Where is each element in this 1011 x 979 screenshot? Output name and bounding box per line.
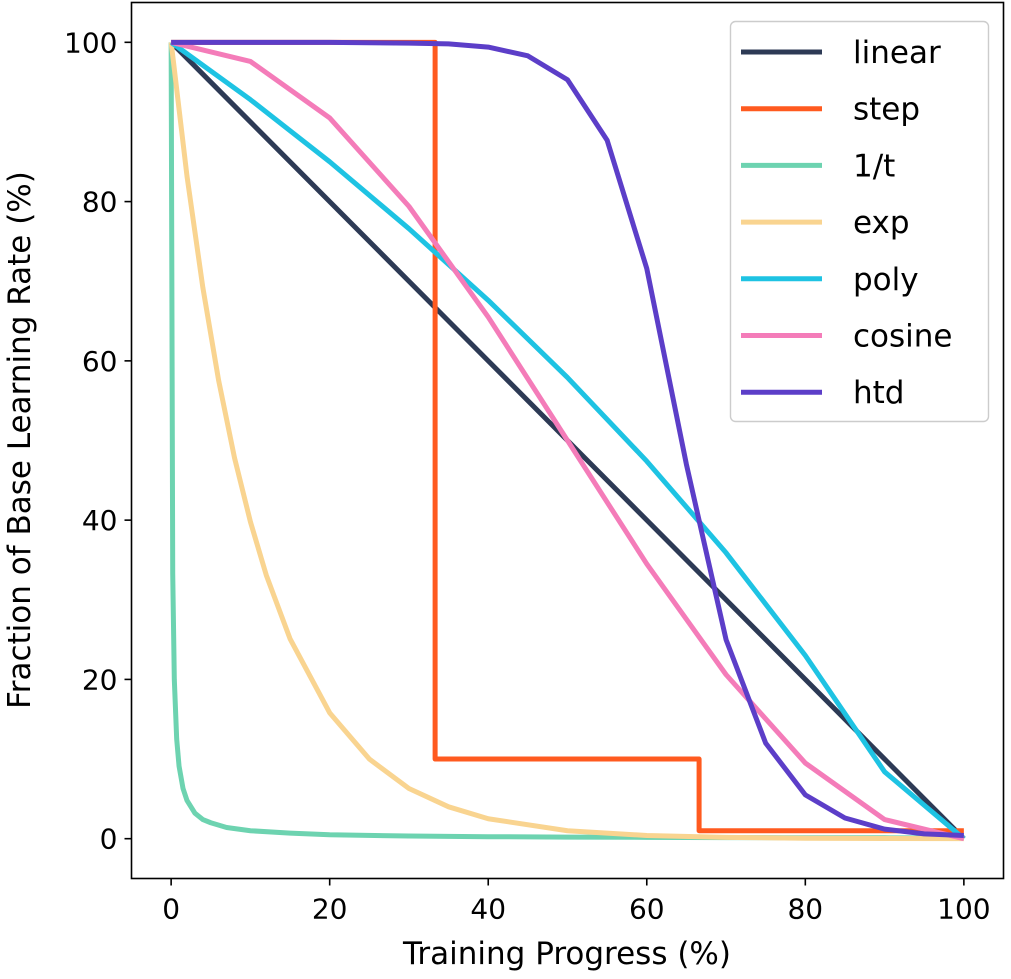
series-line-poly	[169, 40, 966, 841]
y-tick-label: 60	[82, 345, 118, 378]
x-tick-label: 20	[312, 893, 348, 926]
legend-label-htd: htd	[853, 375, 904, 411]
series-line-htd	[171, 39, 964, 838]
x-tick-label: 0	[162, 893, 180, 926]
x-tick-label: 40	[470, 893, 506, 926]
x-tick-label: 100	[937, 893, 990, 926]
x-tick-label: 60	[629, 893, 665, 926]
y-tick-label: 100	[64, 26, 117, 59]
legend-label-1-t: 1/t	[853, 148, 895, 184]
y-axis-title: Fraction of Base Learning Rate (%)	[2, 171, 38, 709]
legend-label-linear: linear	[853, 35, 941, 71]
legend-label-poly: poly	[853, 262, 919, 298]
series-line-exp	[168, 42, 964, 842]
y-tick-label: 20	[82, 663, 118, 696]
y-axis: 0 20 40 60 80 100	[64, 26, 132, 856]
series-line-cosine	[170, 39, 965, 842]
y-tick-label: 0	[100, 823, 118, 856]
series-layer	[168, 39, 966, 842]
y-tick-label: 40	[82, 504, 118, 537]
legend-box	[729, 20, 990, 423]
x-axis-title: Training Progress (%)	[402, 936, 731, 972]
legend: linear step 1/t exp poly cosine htd	[729, 20, 990, 423]
x-axis: 0 20 40 60 80 100	[162, 878, 991, 926]
legend-label-exp: exp	[853, 205, 910, 241]
plot-frame	[130, 1, 1005, 880]
legend-label-step: step	[853, 92, 920, 128]
x-tick-label: 80	[787, 893, 823, 926]
y-tick-label: 80	[82, 186, 118, 219]
legend-label-cosine: cosine	[853, 319, 953, 355]
